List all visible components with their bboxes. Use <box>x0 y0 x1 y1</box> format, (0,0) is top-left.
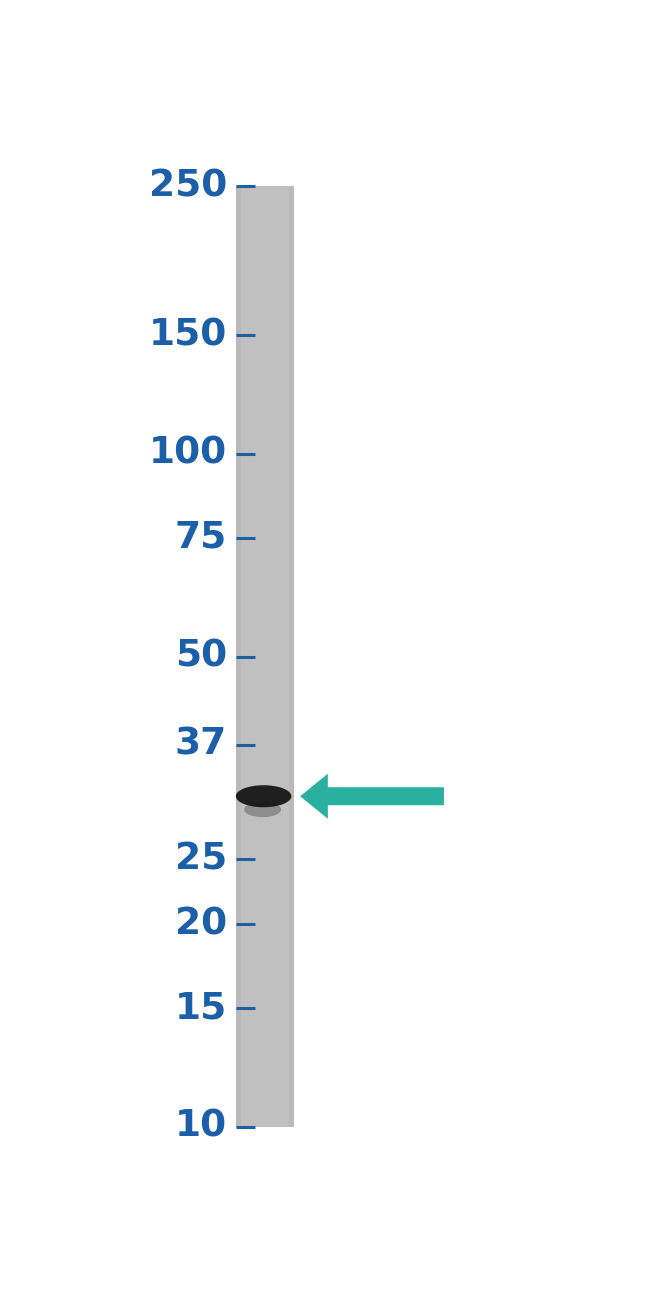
Text: 15: 15 <box>175 991 227 1027</box>
Bar <box>236 186 294 1127</box>
Text: 250: 250 <box>149 168 227 204</box>
Text: 20: 20 <box>175 906 227 942</box>
Text: 37: 37 <box>175 727 227 763</box>
Text: 150: 150 <box>149 317 227 354</box>
Text: 50: 50 <box>175 638 227 675</box>
Bar <box>289 186 294 1127</box>
Ellipse shape <box>244 802 281 818</box>
Text: 75: 75 <box>175 520 227 556</box>
Bar <box>236 186 240 1127</box>
Ellipse shape <box>236 785 291 807</box>
Text: 25: 25 <box>175 841 227 878</box>
Text: 10: 10 <box>175 1109 227 1145</box>
Text: 100: 100 <box>149 436 227 472</box>
FancyArrow shape <box>300 774 444 819</box>
